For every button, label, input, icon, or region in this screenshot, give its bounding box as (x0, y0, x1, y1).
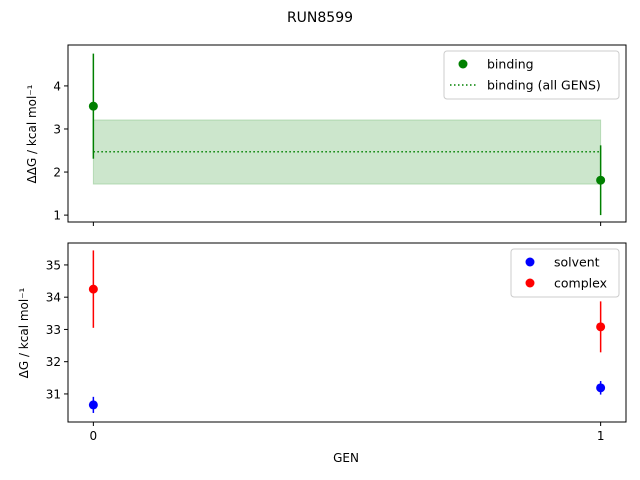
legend-marker (458, 59, 468, 69)
y-tick-label: 4 (53, 79, 61, 93)
y-tick-label: 35 (46, 258, 61, 272)
legend-label: solvent (554, 255, 600, 270)
data-point-complex (596, 322, 606, 332)
data-point-binding (596, 175, 606, 185)
bottom-y-axis-label: ΔG / kcal mol⁻¹ (17, 287, 31, 378)
y-tick-label: 32 (46, 355, 61, 369)
y-tick-label: 33 (46, 323, 61, 337)
y-tick-label: 34 (46, 291, 61, 305)
y-tick-label: 3 (53, 122, 61, 136)
y-tick-label: 1 (53, 209, 61, 223)
legend-marker (525, 257, 535, 267)
axes-frame (67, 242, 627, 423)
legend-box (510, 248, 620, 298)
data-point-solvent (596, 383, 606, 393)
y-tick-label: 2 (53, 166, 61, 180)
legend-box (443, 50, 620, 100)
x-tick-label: 1 (597, 429, 605, 443)
x-axis-label: GEN (333, 451, 359, 465)
legend-label: complex (554, 276, 607, 291)
data-point-complex (88, 284, 98, 294)
legend-label: binding (487, 57, 534, 72)
axes-frame (67, 44, 627, 223)
legend-marker (525, 278, 535, 288)
x-tick-label: 0 (90, 429, 98, 443)
top-y-axis-label: ΔΔG / kcal mol⁻¹ (25, 84, 39, 183)
y-tick-label: 31 (46, 387, 61, 401)
data-point-binding (88, 101, 98, 111)
legend-label: binding (all GENS) (487, 78, 601, 93)
data-point-solvent (88, 400, 98, 410)
figure-title: RUN8599 (287, 10, 353, 26)
